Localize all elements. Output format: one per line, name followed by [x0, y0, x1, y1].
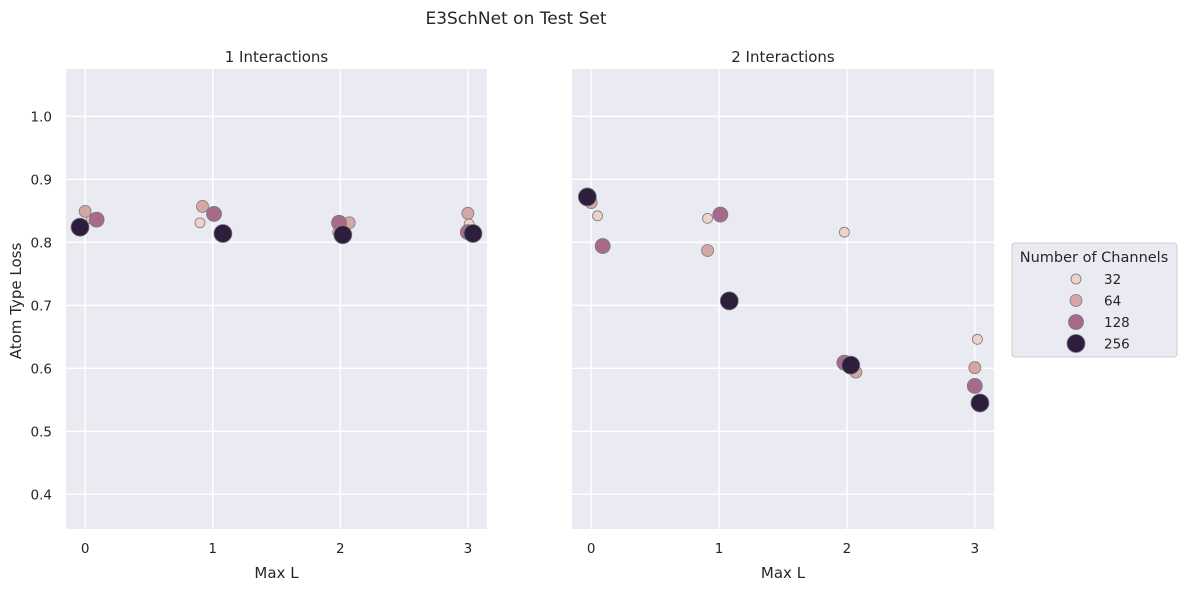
point-32-channels — [592, 210, 603, 222]
legend-label: 64 — [1104, 294, 1121, 310]
y-tick-label: 0.8 — [31, 235, 52, 251]
y-tick-label: 1.0 — [31, 109, 52, 125]
point-256-channels — [213, 224, 233, 243]
legend-label: 128 — [1104, 315, 1130, 331]
subplot-title: 2 Interactions — [731, 48, 835, 66]
legend-marker — [1066, 334, 1086, 353]
legend-marker — [1068, 314, 1084, 330]
subplot-2: 0 1 2 3 Max L 2 Interactions — [572, 48, 994, 582]
x-tick-label: 1 — [715, 541, 724, 557]
x-axis-label: Max L — [254, 564, 299, 582]
point-256-channels — [333, 225, 353, 245]
point-256-channels — [463, 224, 483, 243]
point-128-channels — [966, 378, 983, 394]
x-tick-label: 0 — [81, 541, 90, 557]
y-tick-label: 0.5 — [31, 424, 52, 440]
x-tick-label: 1 — [208, 541, 217, 557]
point-32-channels — [971, 333, 983, 345]
subplot-title: 1 Interactions — [225, 48, 329, 66]
legend-box — [1011, 242, 1178, 358]
legend: Number of Channels 32 64 128 256 — [1011, 242, 1178, 358]
plot-area — [572, 69, 994, 529]
point-64-channels — [196, 199, 209, 213]
point-32-channels — [194, 217, 206, 229]
x-axis-label: Max L — [761, 564, 806, 582]
point-128-channels — [88, 211, 105, 228]
point-256-channels — [841, 355, 861, 375]
point-256-channels — [577, 187, 597, 207]
y-tick-label: 0.9 — [31, 172, 52, 188]
subplot-1: 0.4 0.5 0.6 0.7 0.8 0.9 1.0 0 1 2 3 Max L 1 Interact… — [31, 48, 487, 582]
legend-marker — [1069, 294, 1083, 307]
x-tick-label: 2 — [843, 541, 852, 557]
y-axis-label: Atom Type Loss — [7, 243, 25, 360]
x-tick-label: 3 — [971, 541, 980, 557]
x-tick-label: 0 — [587, 541, 596, 557]
figure-title: E3SchNet on Test Set — [425, 9, 606, 29]
point-256-channels — [719, 291, 739, 311]
legend-label: 256 — [1104, 337, 1130, 353]
x-tick-label: 2 — [336, 541, 345, 557]
plot-area — [66, 69, 487, 529]
point-32-channels — [838, 226, 850, 238]
point-64-channels — [968, 361, 982, 375]
y-tick-label: 0.4 — [31, 487, 52, 503]
y-tick-label: 0.6 — [31, 361, 52, 377]
point-128-channels — [712, 206, 729, 223]
point-64-channels — [701, 244, 714, 257]
point-128-channels — [206, 206, 222, 222]
point-64-channels — [461, 206, 475, 220]
legend-label: 32 — [1104, 272, 1121, 288]
y-tick-label: 0.7 — [31, 298, 52, 314]
point-128-channels — [594, 238, 611, 254]
point-256-channels — [70, 217, 90, 237]
point-64-channels — [78, 205, 92, 218]
legend-marker — [1070, 273, 1082, 285]
point-256-channels — [970, 393, 990, 413]
x-tick-label: 3 — [464, 541, 473, 557]
legend-title: Number of Channels — [1020, 250, 1169, 266]
point-32-channels — [702, 212, 713, 224]
